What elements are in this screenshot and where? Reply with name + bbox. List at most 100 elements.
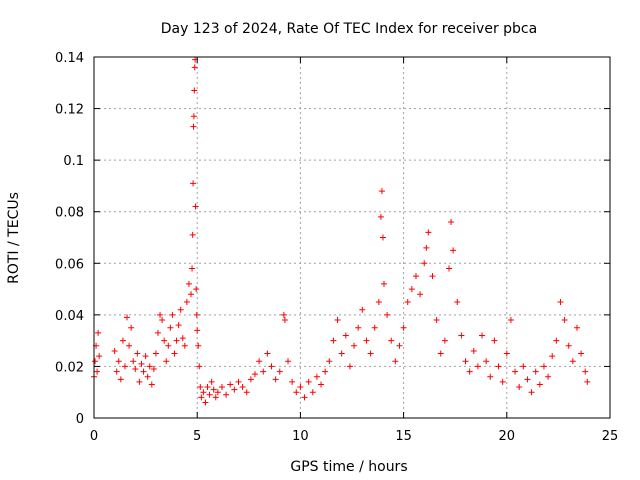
data-point [177, 306, 184, 313]
data-point [301, 394, 308, 401]
x-tick-label: 0 [90, 429, 98, 444]
chart-title: Day 123 of 2024, Rate Of TEC Index for r… [161, 21, 537, 37]
data-point [113, 368, 120, 375]
data-point [276, 368, 283, 375]
data-point [243, 389, 250, 396]
data-point [388, 337, 395, 344]
data-point [136, 378, 143, 385]
data-point [569, 358, 576, 365]
data-point [140, 368, 147, 375]
data-point [115, 358, 122, 365]
data-point [532, 368, 539, 375]
y-tick-label: 0.14 [55, 51, 84, 66]
data-point [247, 376, 254, 383]
data-point [92, 358, 99, 365]
data-point [208, 378, 215, 385]
data-point [433, 317, 440, 324]
data-point [185, 280, 192, 287]
data-point [371, 324, 378, 331]
data-point [94, 368, 101, 375]
data-point [392, 358, 399, 365]
data-point [293, 389, 300, 396]
data-point [421, 260, 428, 267]
data-point [342, 332, 349, 339]
data-point [223, 391, 230, 398]
data-point [188, 291, 195, 298]
data-point [197, 384, 204, 391]
data-point [450, 247, 457, 254]
x-tick-label: 20 [499, 429, 516, 444]
data-point [536, 381, 543, 388]
data-point [148, 381, 155, 388]
data-point [130, 358, 137, 365]
data-point [134, 350, 141, 357]
data-point [545, 373, 552, 380]
data-point [239, 384, 246, 391]
data-point [163, 358, 170, 365]
data-point [355, 324, 362, 331]
data-point [404, 298, 411, 305]
data-point [119, 337, 126, 344]
data-point [251, 371, 258, 378]
grid-lines [94, 57, 610, 418]
data-point [458, 332, 465, 339]
data-point [380, 280, 387, 287]
x-tick-label: 15 [395, 429, 412, 444]
data-point [441, 337, 448, 344]
data-point [557, 298, 564, 305]
data-point [175, 322, 182, 329]
y-tick-label: 0.06 [55, 257, 84, 272]
data-point [191, 87, 198, 94]
data-point [231, 386, 238, 393]
data-point [377, 213, 384, 220]
data-point [338, 350, 345, 357]
data-point [326, 358, 333, 365]
data-point [132, 366, 139, 373]
data-point [173, 337, 180, 344]
y-axis-label: ROTI / TECUs [6, 192, 22, 284]
data-point [264, 350, 271, 357]
x-tick-label: 5 [193, 429, 201, 444]
data-point [437, 350, 444, 357]
data-point [289, 378, 296, 385]
data-point [159, 317, 166, 324]
data-point [117, 376, 124, 383]
data-point [330, 337, 337, 344]
data-point [305, 378, 312, 385]
data-point [446, 265, 453, 272]
data-point [272, 376, 279, 383]
data-point [183, 298, 190, 305]
data-point [412, 273, 419, 280]
data-point [499, 378, 506, 385]
data-point [582, 368, 589, 375]
y-tick-label: 0.1 [63, 154, 84, 169]
data-point [573, 324, 580, 331]
data-point [206, 391, 213, 398]
data-point [121, 363, 128, 370]
x-tick-label: 25 [602, 429, 619, 444]
data-point [584, 378, 591, 385]
data-points [91, 56, 591, 406]
data-point [285, 358, 292, 365]
data-point [561, 317, 568, 324]
data-point [167, 324, 174, 331]
data-point [150, 366, 157, 373]
data-point [144, 373, 151, 380]
data-point [157, 311, 164, 318]
data-point [95, 329, 102, 336]
data-point [334, 317, 341, 324]
data-point [297, 384, 304, 391]
data-point [179, 335, 186, 342]
data-point [466, 368, 473, 375]
data-point [309, 389, 316, 396]
data-point [190, 180, 197, 187]
data-point [235, 378, 242, 385]
data-point [483, 358, 490, 365]
data-point [128, 324, 135, 331]
y-tick-label: 0.04 [55, 309, 84, 324]
data-point [524, 376, 531, 383]
data-point [359, 306, 366, 313]
data-point [194, 327, 201, 334]
data-point [322, 368, 329, 375]
